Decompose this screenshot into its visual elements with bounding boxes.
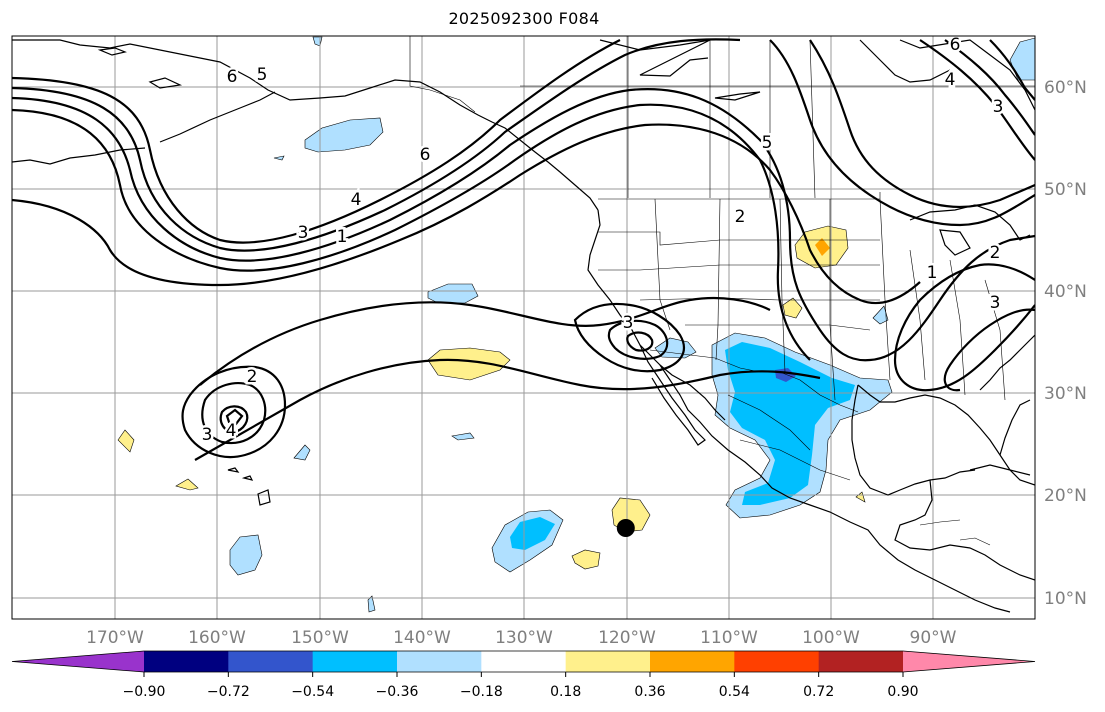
lon-label: 120°W <box>598 628 656 648</box>
colorbar-cell <box>397 651 482 672</box>
lon-label: 150°W <box>291 628 349 648</box>
lat-label: 10°N <box>1044 589 1087 609</box>
negative-anomaly-140w <box>427 283 479 304</box>
contour-label: 3 <box>202 425 213 445</box>
positive-anomaly-plains-core <box>815 238 830 256</box>
lat-label: 30°N <box>1044 384 1087 404</box>
negative-anomaly-small5 <box>872 305 889 325</box>
colorbar-cell <box>734 651 820 672</box>
colorbar-tick-label: −0.72 <box>207 684 250 700</box>
negative-anomaly-small4 <box>367 595 376 613</box>
lon-label: 160°W <box>188 628 246 648</box>
colorbar-tick-label: 0.72 <box>803 684 834 700</box>
anomaly-shading <box>117 36 1035 613</box>
contour-label: 5 <box>762 133 773 153</box>
negative-anomaly-tr <box>1009 37 1035 81</box>
lat-label: 20°N <box>1044 486 1087 506</box>
negative-anomaly-small2 <box>293 444 311 461</box>
contour-label: 6 <box>420 145 431 165</box>
colorbar-extend-low <box>12 651 144 672</box>
map-title: 2025092300 F084 <box>448 9 600 28</box>
lat-label: 50°N <box>1044 180 1087 200</box>
colorbar-cell <box>565 651 651 672</box>
colorbar-cell <box>144 651 229 672</box>
colorbar-tick-label: −0.36 <box>376 684 419 700</box>
colorbar-tick-label: −0.54 <box>291 684 334 700</box>
lon-label: 140°W <box>393 628 451 648</box>
latitude-labels: 60°N 50°N 40°N 30°N 20°N 10°N <box>1044 78 1087 609</box>
colorbar-tick-label: 0.18 <box>550 684 581 700</box>
contour-label: 4 <box>226 421 237 441</box>
lon-label: 110°W <box>700 628 758 648</box>
positive-anomaly-140w <box>427 347 511 381</box>
colorbar-cell <box>650 651 735 672</box>
map-frame <box>11 35 1036 620</box>
negative-anomaly-small1 <box>273 155 285 161</box>
positive-anomaly-rockies <box>782 297 803 319</box>
colorbar-cell <box>312 651 398 672</box>
contour-label: 4 <box>945 70 956 90</box>
lat-label: 60°N <box>1044 78 1087 98</box>
negative-anomaly-130w-core <box>510 517 555 550</box>
negative-anomaly-baja <box>654 337 697 359</box>
contours <box>12 38 1035 461</box>
contour-label: 2 <box>990 243 1001 263</box>
contour-label: 3 <box>623 313 634 333</box>
lat-label: 40°N <box>1044 282 1087 302</box>
negative-anomaly-small3 <box>451 432 475 441</box>
contour-label: 3 <box>993 97 1004 117</box>
contour-label: 6 <box>950 35 961 55</box>
contour-labels: 6 5 6 4 3 1 6 5 2 4 3 1 2 3 3 2 4 3 <box>199 35 1006 448</box>
storm-position-marker <box>616 519 635 537</box>
contour-label: 5 <box>257 65 268 85</box>
lon-label: 130°W <box>495 628 553 648</box>
negative-anomaly-mexico-core <box>725 342 855 505</box>
lon-label: 100°W <box>802 628 860 648</box>
colorbar: −0.90 −0.72 −0.54 −0.36 −0.18 0.18 0.36 0.54 0.7… <box>11 650 1036 700</box>
colorbar-extend-high <box>903 651 1035 672</box>
lon-label: 170°W <box>86 628 144 648</box>
positive-anomaly-170w <box>117 429 135 453</box>
colorbar-cell <box>228 651 314 672</box>
coastlines <box>12 39 1035 613</box>
colorbar-tick-label: −0.18 <box>460 684 503 700</box>
colorbar-tick-label: 0.54 <box>719 684 750 700</box>
colorbar-tick-label: 0.90 <box>887 684 918 700</box>
contour-label: 2 <box>247 367 258 387</box>
lon-label: 90°W <box>910 628 957 648</box>
graticule <box>12 36 1035 619</box>
negative-anomaly-hawaii <box>229 534 263 576</box>
colorbar-tick-label: −0.90 <box>123 684 166 700</box>
contour-label: 3 <box>990 293 1001 313</box>
positive-anomaly-118w <box>571 549 601 570</box>
political-borders <box>409 36 1035 546</box>
negative-anomaly-gulf <box>304 117 384 153</box>
contour-label: 6 <box>227 67 238 87</box>
contour-label: 3 <box>298 223 309 243</box>
positive-anomaly-163w <box>175 478 199 491</box>
contour-label: 1 <box>337 227 348 247</box>
contour-label: 2 <box>735 207 746 227</box>
colorbar-cell <box>481 651 567 672</box>
contour-label: 4 <box>351 190 362 210</box>
longitude-labels: 170°W 160°W 150°W 140°W 130°W 120°W 110°… <box>86 628 957 648</box>
colorbar-tick-label: 0.36 <box>634 684 665 700</box>
colorbar-cell <box>818 651 904 672</box>
contour-label: 1 <box>927 263 938 283</box>
